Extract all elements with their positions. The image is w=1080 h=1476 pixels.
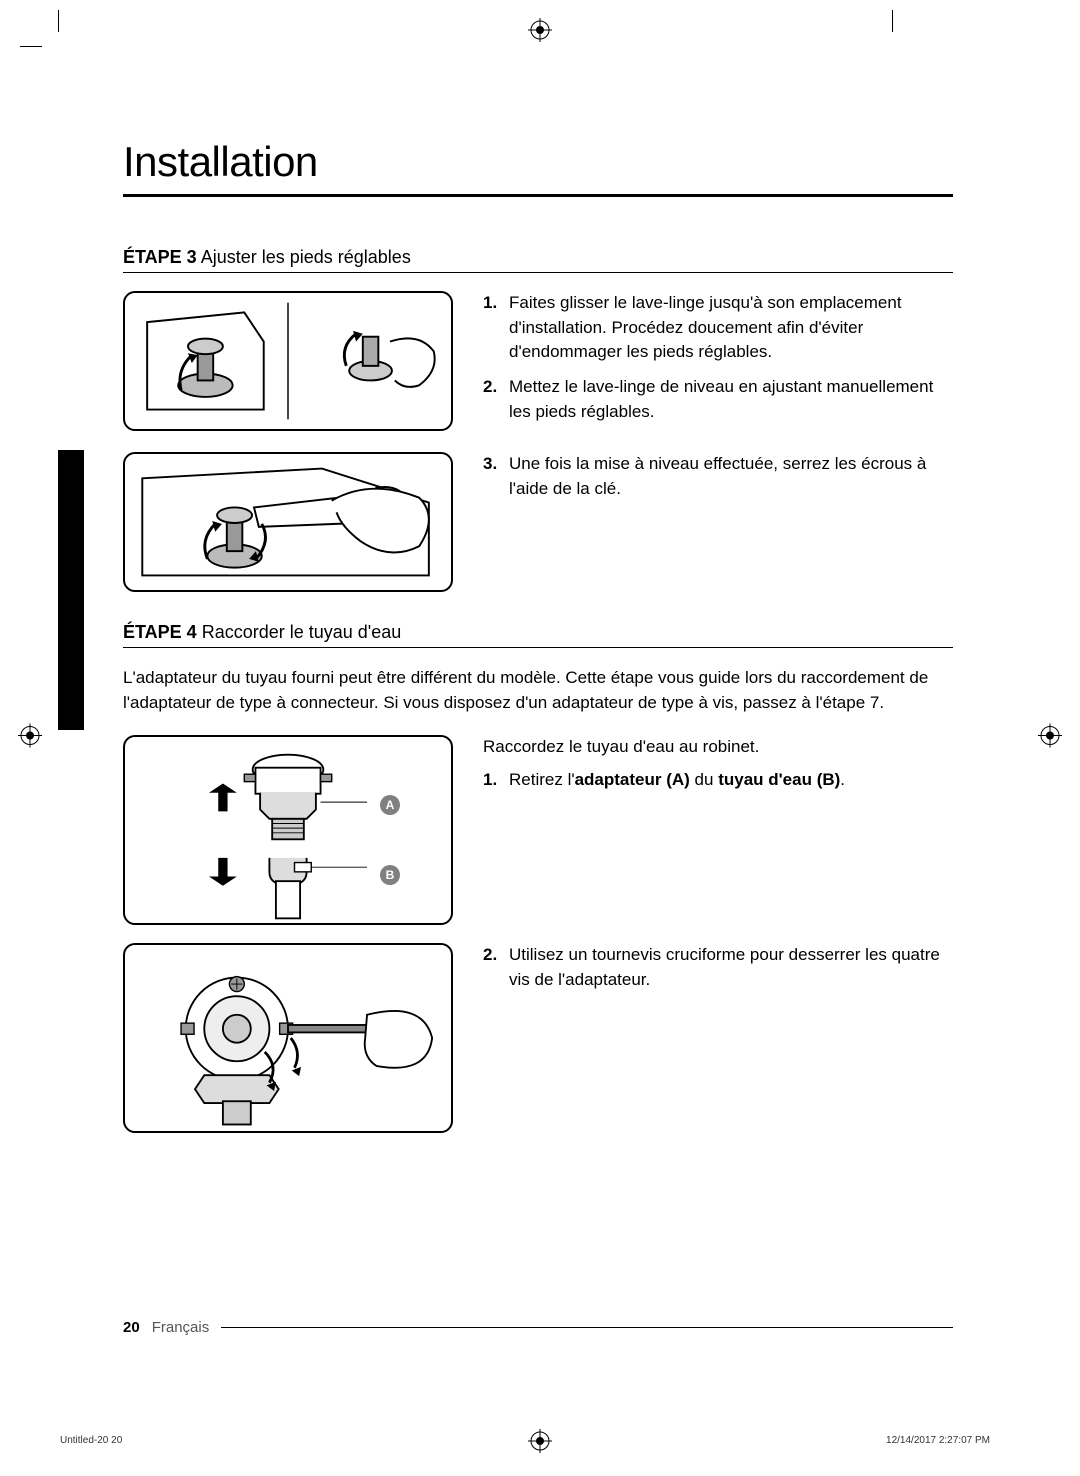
step4-illustration-2 xyxy=(123,943,453,1133)
crop-mark xyxy=(20,46,42,47)
step3-illustration-2 xyxy=(123,452,453,592)
side-tab-label: Installation xyxy=(42,530,58,610)
text-part: Retirez l' xyxy=(509,770,575,789)
item-text: Une fois la mise à niveau effectuée, ser… xyxy=(509,452,953,501)
item-text: Retirez l'adaptateur (A) du tuyau d'eau … xyxy=(509,768,953,793)
item-number: 2. xyxy=(483,943,509,992)
side-tab xyxy=(58,450,84,730)
reg-mark-bottom xyxy=(528,1429,552,1458)
text-bold: tuyau d'eau (B) xyxy=(718,770,840,789)
crop-mark xyxy=(892,10,893,32)
step4-pretext: Raccordez le tuyau d'eau au robinet. xyxy=(483,735,953,760)
step4-label: ÉTAPE 4 xyxy=(123,622,197,642)
page-language: Français xyxy=(152,1319,210,1336)
reg-mark-left xyxy=(18,724,42,753)
footer-rule xyxy=(221,1327,953,1328)
item-text: Mettez le lave-linge de niveau en ajusta… xyxy=(509,375,953,424)
step4-title: Raccorder le tuyau d'eau xyxy=(202,622,402,642)
item-text: Faites glisser le lave-linge jusqu'à son… xyxy=(509,291,953,365)
item-number: 3. xyxy=(483,452,509,501)
step3-label: ÉTAPE 3 xyxy=(123,247,197,267)
step3-item-2: 2. Mettez le lave-linge de niveau en aju… xyxy=(483,375,953,424)
page-title: Installation xyxy=(123,138,953,197)
item-number: 1. xyxy=(483,291,509,365)
text-bold: adaptateur (A) xyxy=(575,770,690,789)
item-text: Utilisez un tournevis cruciforme pour de… xyxy=(509,943,953,992)
step4-item-1: 1. Retirez l'adaptateur (A) du tuyau d'e… xyxy=(483,768,953,793)
page-number: 20 xyxy=(123,1319,140,1336)
step3-item-1: 1. Faites glisser le lave-linge jusqu'à … xyxy=(483,291,953,365)
item-number: 1. xyxy=(483,768,509,793)
step4-heading: ÉTAPE 4 Raccorder le tuyau d'eau xyxy=(123,622,953,648)
crop-mark xyxy=(58,10,59,32)
text-part: . xyxy=(840,770,845,789)
reg-mark-right xyxy=(1038,724,1062,753)
reg-mark-top xyxy=(528,18,552,47)
step3-illustration-1 xyxy=(123,291,453,431)
step4-intro: L'adaptateur du tuyau fourni peut être d… xyxy=(123,666,953,715)
page-footer: 20 Français xyxy=(123,1319,953,1336)
step3-title: Ajuster les pieds réglables xyxy=(201,247,411,267)
step3-heading: ÉTAPE 3 Ajuster les pieds réglables xyxy=(123,247,953,273)
step4-illustration-1: A B xyxy=(123,735,453,925)
item-number: 2. xyxy=(483,375,509,424)
imprint-right: 12/14/2017 2:27:07 PM xyxy=(886,1435,990,1446)
text-part: du xyxy=(690,770,718,789)
step4-item-2: 2. Utilisez un tournevis cruciforme pour… xyxy=(483,943,953,992)
imprint-left: Untitled-20 20 xyxy=(60,1435,122,1446)
step3-item-3: 3. Une fois la mise à niveau effectuée, … xyxy=(483,452,953,501)
